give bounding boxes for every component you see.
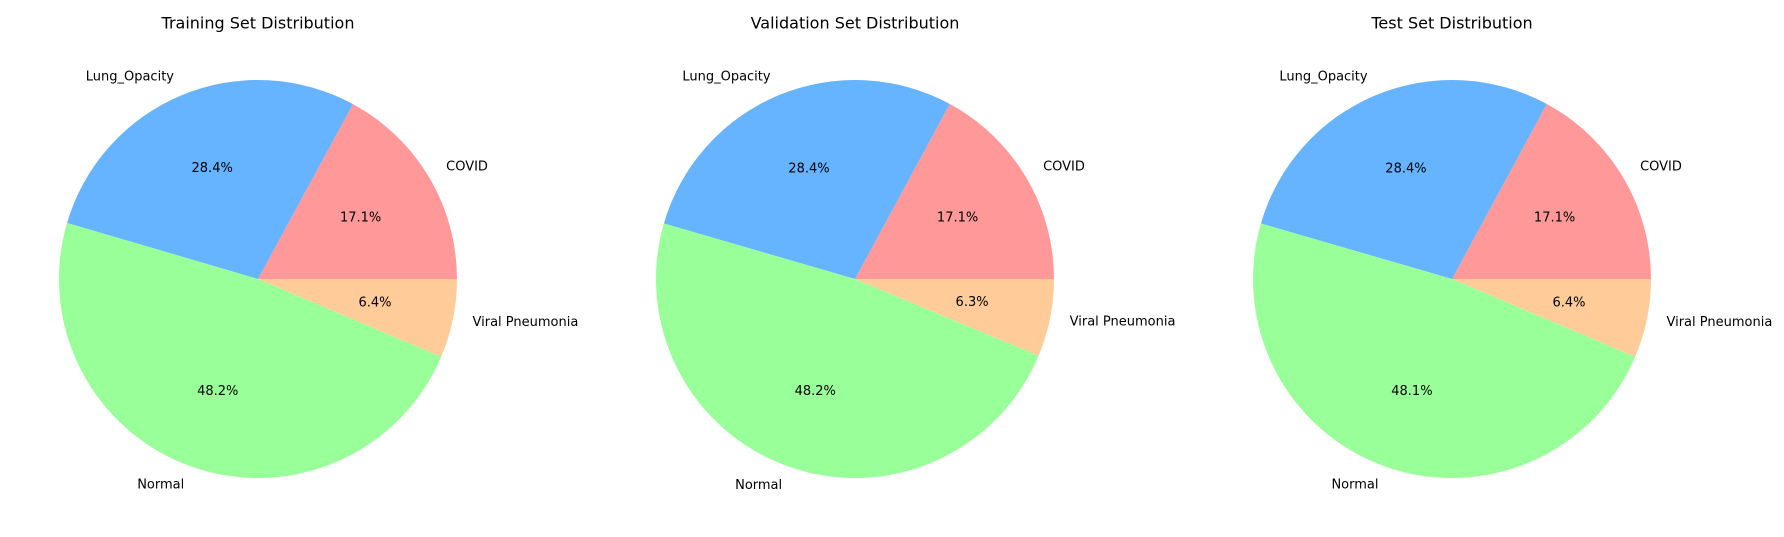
pie-chart-2: Validation Set Distribution 17.1% COVID 28.… [655,14,1176,493]
pie-slice-lung-opacity [67,80,353,279]
pie-slice-lung-opacity [1260,80,1547,279]
chart-title: Validation Set Distribution [751,14,960,33]
percent-label-viral-pneumonia: 6.4% [1552,295,1585,310]
category-label-normal: Normal [735,478,782,493]
pie-slice-viral-pneumonia [258,279,457,357]
pie-slice-normal [1252,223,1636,479]
percent-label-lung-opacity: 28.4% [1385,161,1426,176]
category-label-lung-opacity: Lung_Opacity [1279,70,1368,85]
category-label-normal: Normal [1331,478,1378,493]
chart-title: Training Set Distribution [161,14,355,33]
pie-slice-normal [58,222,442,479]
pie-slice-viral-pneumonia [855,279,1054,356]
percent-label-viral-pneumonia: 6.3% [956,295,989,310]
category-label-lung-opacity: Lung_Opacity [682,70,771,85]
pie-slice-viral-pneumonia [1452,279,1651,357]
category-label-covid: COVID [1043,159,1085,174]
category-label-viral-pneumonia: Viral Pneumonia [1070,315,1176,330]
category-label-lung-opacity: Lung_Opacity [86,69,175,84]
pie-slice-covid [1452,104,1651,280]
pie-slice-covid [258,104,457,280]
percent-label-covid: 17.1% [340,210,381,225]
percent-label-covid: 17.1% [937,210,978,225]
category-label-covid: COVID [446,160,488,175]
percent-label-viral-pneumonia: 6.4% [358,295,391,310]
chart-title: Test Set Distribution [1370,14,1532,33]
percent-label-covid: 17.1% [1534,210,1575,225]
category-label-covid: COVID [1640,159,1682,174]
category-label-viral-pneumonia: Viral Pneumonia [1666,315,1772,330]
category-label-viral-pneumonia: Viral Pneumonia [473,315,579,330]
percent-label-normal: 48.1% [1391,384,1432,399]
pie-slice-normal [655,223,1039,478]
percent-label-normal: 48.2% [197,384,238,399]
category-label-normal: Normal [137,478,184,493]
percent-label-lung-opacity: 28.4% [192,161,233,176]
pie-slice-covid [855,104,1054,280]
pie-chart-1: Training Set Distribution 17.1% COVID 28.4%… [58,14,579,493]
pie-chart-3: Test Set Distribution 17.1% COVID 28.4% Lung… [1252,14,1772,493]
percent-label-normal: 48.2% [795,384,836,399]
percent-label-lung-opacity: 28.4% [788,161,829,176]
pie-slice-lung-opacity [663,80,950,280]
